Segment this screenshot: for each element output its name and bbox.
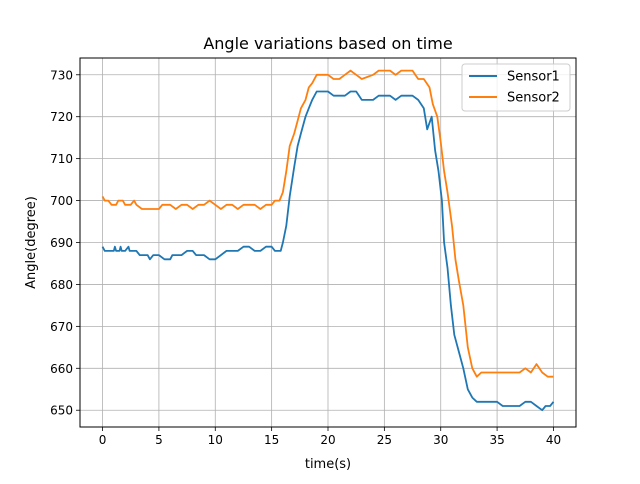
- series-line-sensor1: [101, 90, 555, 412]
- y-tick-label: 650: [50, 404, 73, 418]
- y-tick-label: 690: [50, 236, 73, 250]
- series-layer: [101, 69, 555, 412]
- y-tick-label: 720: [50, 110, 73, 124]
- axis-ticks: 0 5 10 15 20 25 30 35 40 650 660 670 680 690 700 710 720…: [50, 68, 561, 447]
- x-tick-label: 0: [99, 433, 107, 447]
- x-tick-label: 30: [433, 433, 448, 447]
- series-line-sensor2: [101, 69, 554, 378]
- y-axis-label: Angle(degree): [24, 196, 39, 289]
- y-tick-label: 670: [50, 320, 73, 334]
- x-tick-label: 5: [155, 433, 163, 447]
- y-tick-label: 680: [50, 278, 73, 292]
- x-tick-label: 20: [320, 433, 335, 447]
- y-tick-label: 660: [50, 362, 73, 376]
- legend-label-sensor2: Sensor2: [507, 91, 560, 106]
- y-tick-label: 730: [50, 68, 73, 82]
- x-axis-label: time(s): [305, 457, 351, 472]
- x-tick-label: 40: [546, 433, 561, 447]
- x-tick-label: 15: [264, 433, 279, 447]
- legend-label-sensor1: Sensor1: [507, 70, 560, 85]
- x-tick-label: 10: [208, 433, 223, 447]
- y-tick-label: 700: [50, 194, 73, 208]
- x-tick-label: 35: [489, 433, 504, 447]
- grid-lines: [80, 58, 576, 427]
- chart-title: Angle variations based on time: [203, 34, 452, 53]
- legend: Sensor1 Sensor2: [461, 63, 571, 112]
- y-tick-label: 710: [50, 152, 73, 166]
- x-tick-label: 25: [377, 433, 392, 447]
